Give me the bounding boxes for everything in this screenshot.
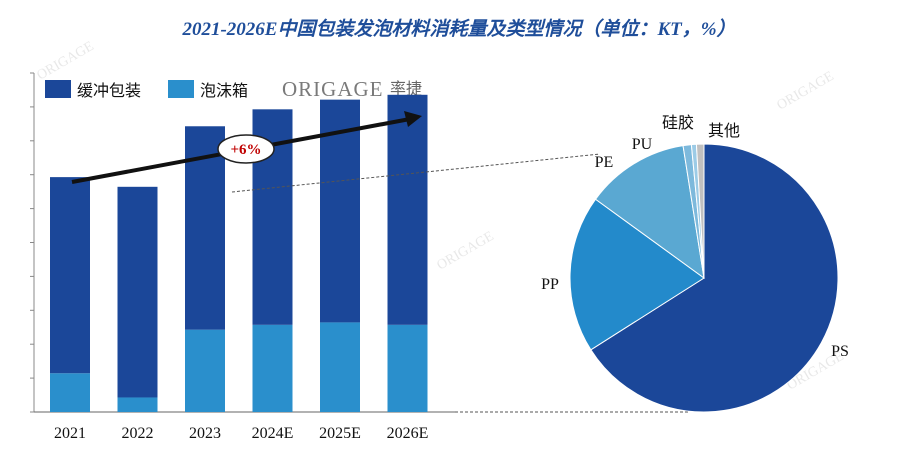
pie-label: PS [831, 343, 849, 360]
pie-labels: PS PP PE PU 硅胶 其他 [541, 114, 849, 360]
pie-slice-2 [569, 198, 705, 351]
pie-slice-6 [695, 143, 705, 279]
legend-label-cushion: 缓冲包装 [77, 81, 141, 100]
legend-swatch-foam-box [168, 80, 194, 98]
bar-cushion-2026E [387, 94, 428, 325]
bar-cushion-2022 [117, 186, 158, 398]
bar-cushion-2021 [50, 177, 90, 374]
chart-title: 2021-2026E中国包装发泡材料消耗量及类型情况（单位：KT，%） [181, 18, 735, 40]
logo-wordmark: ORIGAGE [282, 77, 384, 101]
pie-label: PU [632, 136, 653, 153]
logo-chinese: 率捷 [390, 79, 422, 98]
growth-annotation: +6% [71, 111, 422, 184]
legend: 缓冲包装 泡沫箱 [45, 80, 248, 100]
growth-rate-label: +6% [230, 142, 261, 158]
growth-arrowhead [404, 111, 422, 127]
x-tick-label: 2025E [319, 425, 361, 442]
pie-label: 其他 [708, 122, 740, 140]
connector-line-top [231, 153, 601, 193]
legend-swatch-cushion [45, 80, 71, 98]
bar-foam-box-2025E [320, 322, 360, 412]
pie-slice-1 [590, 143, 839, 413]
x-tick-label: 2024E [252, 425, 294, 442]
bar-foam-box-2023 [185, 329, 225, 412]
pie-label: PE [595, 154, 614, 171]
x-tick-label: 2023 [189, 425, 221, 442]
bar-foam-box-2021 [50, 373, 90, 412]
watermark: ORIGAGE [435, 229, 497, 273]
watermark: ORIGAGE [35, 39, 97, 83]
pie-slice-3 [594, 145, 705, 280]
pie-label: 硅胶 [662, 114, 694, 132]
y-axis-ticks [30, 72, 34, 413]
bar-foam-box-2026E [387, 324, 428, 412]
x-tick-label: 2022 [122, 425, 154, 442]
pie-chart [569, 143, 839, 413]
bar-cushion-2025E [320, 99, 360, 323]
watermark: ORIGAGE [775, 69, 837, 113]
x-axis-labels: 2021 2022 2023 2024E 2025E 2026E [54, 425, 428, 442]
pie-label: PP [541, 276, 559, 293]
growth-badge [217, 134, 275, 164]
bar-foam-box-2022 [117, 397, 158, 412]
x-tick-label: 2026E [387, 425, 429, 442]
legend-label-foam-box: 泡沫箱 [200, 81, 248, 100]
brand-logo: ORIGAGE 率捷 [282, 77, 422, 101]
bar-foam-box-2024E [252, 324, 293, 412]
x-tick-label: 2021 [54, 425, 86, 442]
